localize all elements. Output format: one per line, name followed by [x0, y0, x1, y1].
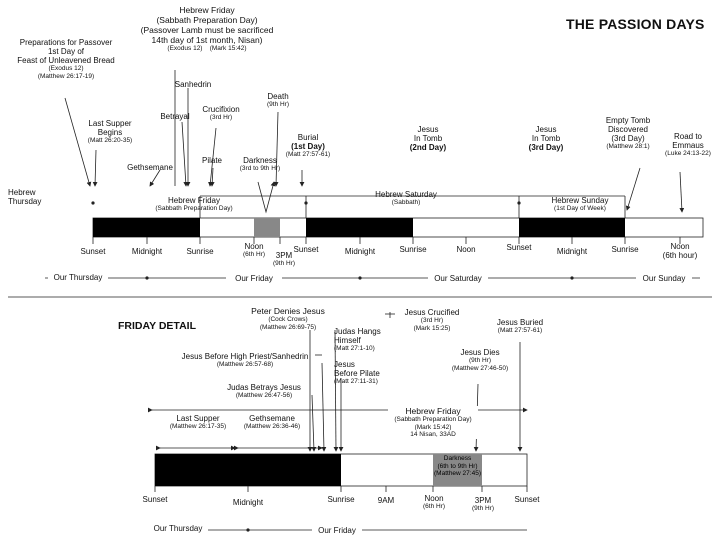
time-label: Sunset — [80, 247, 106, 256]
event-peter-denies: Peter Denies Jesus (Cock Crows) (Matthew… — [251, 306, 325, 331]
section-subtitle: FRIDAY DETAIL — [118, 320, 196, 332]
event-betrayal: Betrayal — [160, 112, 190, 121]
day-label: Our Saturday — [428, 274, 488, 283]
top-night-saturday — [519, 218, 625, 237]
label-hebrew-friday-detail: Hebrew Friday (Sabbath Preparation Day) … — [388, 406, 478, 439]
time-label: Noon — [456, 245, 476, 254]
label-hebrew-sunday: Hebrew Sunday (1st Day of Week) — [551, 196, 609, 212]
time-label: 3PM (9th Hr) — [471, 496, 495, 512]
top-night-thursday — [93, 218, 200, 237]
event-judas-betrays: Judas Betrays Jesus (Matthew 26:47-56) — [227, 383, 301, 399]
time-label: Midnight — [232, 498, 264, 507]
label-hebrew-thursday: Hebrew Thursday — [8, 188, 42, 206]
time-label: Sunset — [293, 245, 319, 254]
time-label: Sunrise — [327, 495, 355, 504]
event-road-emmaus: Road to Emmaus (Luke 24:13-22) — [665, 132, 711, 157]
time-label: Noon (6th Hr) — [422, 494, 446, 510]
label-hebrew-saturday: Hebrew Saturday (Sabbath) — [375, 190, 437, 206]
day-label: Our Friday — [226, 274, 282, 283]
time-label: Sunrise — [611, 245, 639, 254]
time-label: Midnight — [556, 247, 588, 256]
event-darkness: Darkness (3rd to 9th Hr) — [239, 156, 281, 172]
time-label: Sunrise — [399, 245, 427, 254]
page-title: THE PASSION DAYS — [566, 16, 705, 32]
event-gethsemane-detail: Gethsemane (Matthew 26:36-46) — [243, 414, 301, 430]
event-before-high-priest: Jesus Before High Priest/Sanhedrin (Matt… — [181, 352, 309, 368]
top-darkness-block — [254, 218, 280, 237]
time-label: Sunset — [142, 495, 168, 504]
time-label: Noon (6th Hr) — [242, 242, 266, 258]
event-death: Death (9th Hr) — [266, 92, 290, 108]
day-label: Our Sunday — [636, 274, 692, 283]
day-label: Our Thursday — [148, 524, 208, 533]
time-label: Midnight — [131, 247, 163, 256]
event-jesus-dies: Jesus Dies (9th Hr) (Matthew 27:46-50) — [451, 348, 509, 372]
event-hebrew-friday-header: Hebrew Friday (Sabbath Preparation Day) … — [140, 5, 274, 52]
event-judas-hangs: Judas Hangs Himself (Matt 27:1-10) — [334, 327, 381, 352]
time-label: Midnight — [344, 247, 376, 256]
event-preparations-passover: Preparations for Passover 1st Day of Fea… — [17, 38, 115, 80]
event-jesus-crucified: Jesus Crucified (3rd Hr) (Mark 15:25) — [404, 308, 460, 332]
day-label: Our Thursday — [48, 273, 108, 282]
time-label: Sunrise — [186, 247, 214, 256]
event-tomb-day3: Jesus In Tomb (3rd Day) — [528, 125, 564, 152]
time-label: Sunset — [506, 243, 532, 252]
event-before-pilate: Jesus Before Pilate (Matt 27:11-31) — [334, 360, 380, 385]
bottom-darkness-block — [433, 454, 482, 486]
time-label: Sunset — [514, 495, 540, 504]
event-gethsemane: Gethsemane — [127, 163, 173, 172]
event-jesus-buried: Jesus Buried (Matt 27:57-61) — [496, 318, 544, 334]
time-label: 9AM — [377, 496, 395, 505]
bottom-night — [155, 454, 341, 486]
day-label: Our Friday — [312, 526, 362, 535]
event-pilate: Pilate — [201, 156, 222, 165]
label-hebrew-friday: Hebrew Friday (Sabbath Preparation Day) — [155, 196, 233, 212]
event-tomb-day2: Jesus In Tomb (2nd Day) — [409, 125, 447, 152]
event-crucifixion: Crucifixion (3rd Hr) — [202, 105, 240, 121]
event-empty-tomb: Empty Tomb Discovered (3rd Day) (Matthew… — [605, 116, 651, 150]
time-label: Noon (6th hour) — [662, 242, 698, 260]
event-last-supper-detail: Last Supper (Matthew 26:17-35) — [169, 414, 227, 430]
event-sanhedrin: Sanhedrin — [174, 80, 212, 89]
event-last-supper: Last Supper Begins (Matt 26:20-35) — [87, 119, 133, 144]
top-night-friday — [306, 218, 413, 237]
darkness-label-detail: Darkness (6th to 9th Hr) (Matthew 27:45) — [434, 455, 481, 477]
time-label: 3PM (9th Hr) — [272, 251, 296, 267]
event-burial: Burial (1st Day) (Matt 27:57-61) — [285, 133, 331, 158]
